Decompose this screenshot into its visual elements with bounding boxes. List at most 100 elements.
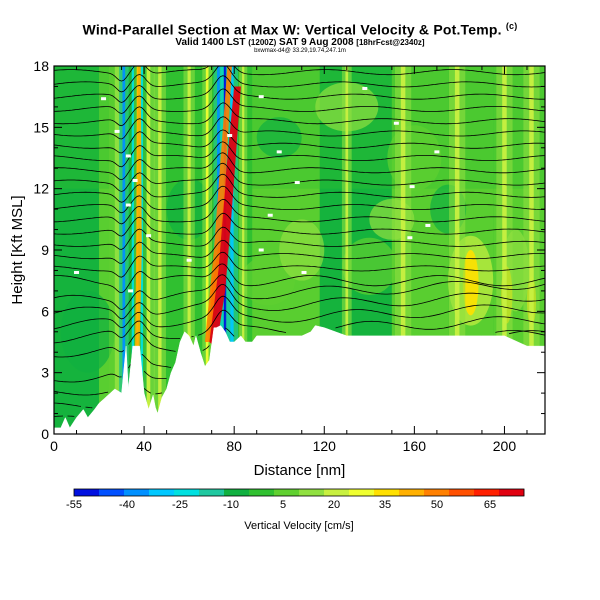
colorbar-tick-label: -40 — [119, 499, 135, 511]
colorbar-swatch — [399, 489, 425, 496]
theta-contour — [54, 327, 545, 358]
colorbar-swatch — [199, 489, 225, 496]
colorbar-frame — [73, 488, 525, 497]
contour-label-marker — [128, 289, 134, 293]
x-tick-label: 80 — [226, 438, 242, 454]
downdraft-streak — [128, 66, 137, 434]
updraft-streak — [183, 66, 195, 434]
contour-label-marker — [125, 154, 131, 158]
updraft-streak-core — [502, 66, 507, 434]
downdraft-streak-core — [230, 66, 234, 434]
theta-contour — [54, 152, 545, 181]
colorbar-swatch — [449, 489, 475, 496]
updraft-streak-core — [400, 66, 406, 434]
downdraft-streak-core — [122, 66, 126, 434]
y-tick-label: 15 — [33, 119, 49, 135]
contour-label-marker — [186, 258, 192, 262]
theta-contour — [54, 66, 545, 82]
y-tick-label: 0 — [41, 426, 49, 442]
colorbar-swatch — [374, 489, 400, 496]
terrain-mask — [53, 325, 546, 435]
contour-label-marker — [393, 121, 399, 125]
colorbar-swatch — [349, 489, 375, 496]
colorbar-swatch — [99, 489, 125, 496]
x-axis-title: Distance [nm] — [254, 462, 346, 479]
contour-label-marker — [114, 129, 120, 133]
theta-contour — [54, 102, 545, 127]
updraft-streak — [523, 66, 540, 434]
chart-subtitle: Valid 1400 LST (1200Z) SAT 9 Aug 2008 [1… — [175, 37, 425, 48]
theta-contour — [54, 330, 545, 383]
x-tick-label: 200 — [493, 438, 517, 454]
contour-label-marker — [294, 181, 300, 185]
colorbar-swatch — [474, 489, 500, 496]
x-tick-label: 160 — [403, 438, 427, 454]
contour-label-marker — [125, 203, 131, 207]
colorbar-swatch — [324, 489, 350, 496]
contour-label-marker — [258, 248, 264, 252]
colorbar-swatch — [74, 489, 100, 496]
updraft-streak-core — [158, 66, 162, 434]
theta-contour — [54, 198, 545, 225]
theta-contours — [54, 66, 545, 418]
colorbar-tick-label: 50 — [431, 499, 443, 511]
contour-label-marker — [74, 270, 80, 274]
updraft-streak-core — [187, 66, 191, 434]
theta-contour — [54, 415, 75, 418]
colorbar-swatch — [174, 489, 200, 496]
downdraft-streak — [118, 66, 129, 434]
updraft-streak-core — [205, 66, 209, 434]
contour-label-marker — [434, 150, 440, 154]
field-blob — [60, 290, 115, 373]
colorbar-tick-label: 5 — [280, 499, 286, 511]
field-blob — [240, 256, 295, 306]
y-tick-label: 6 — [41, 303, 49, 319]
updraft-streak — [239, 66, 248, 434]
updraft-streak-core — [345, 66, 349, 434]
colorbar-swatch — [499, 489, 525, 496]
theta-contour — [54, 141, 545, 168]
contour-label-marker — [407, 236, 413, 240]
theta-contour — [54, 75, 545, 103]
theta-contour — [54, 251, 545, 278]
contour-label-marker — [132, 178, 138, 182]
colorbar-swatch — [274, 489, 300, 496]
colorbar: -55 -40 -25 -10 5 20 35 50 65 Vertical Velocity [… — [66, 488, 525, 532]
theta-contour — [54, 263, 545, 294]
updraft-streak-core — [529, 66, 534, 434]
contour-label-marker — [101, 97, 107, 101]
updraft-streak-core — [146, 66, 151, 434]
contour-label-marker — [409, 185, 415, 189]
theta-contour — [54, 212, 545, 237]
y-axis-title: Height [Kft MSL] — [9, 195, 26, 304]
contour-label-marker — [276, 150, 282, 154]
colorbar-swatch — [299, 489, 325, 496]
contour-label-marker — [227, 134, 233, 138]
field-blob — [342, 237, 397, 295]
contour-label-marker — [146, 234, 152, 238]
colorbar-tick-label: -55 — [66, 499, 82, 511]
chart-subtitle-location: bxwmax-d4@ 33.29,19.74,247.1m — [254, 48, 346, 54]
theta-contour — [54, 388, 163, 409]
updraft-streak — [202, 66, 213, 434]
updraft-core-37 — [135, 66, 142, 347]
updraft-streak — [153, 66, 166, 434]
theta-contour — [54, 66, 545, 93]
theta-contour — [54, 173, 545, 203]
contour-label-marker — [301, 270, 307, 274]
theta-contour — [54, 116, 545, 140]
colorbar-tick-label: 65 — [484, 499, 496, 511]
colorbar-swatch — [224, 489, 250, 496]
x-tick-label: 40 — [136, 438, 152, 454]
theta-contour — [54, 295, 545, 330]
updraft-streak-core — [454, 66, 460, 434]
colorbar-tick-label: 20 — [328, 499, 340, 511]
x-tick-label: 120 — [313, 438, 337, 454]
updraft-streak-core — [242, 66, 245, 434]
colorbar-swatch — [124, 489, 150, 496]
y-tick-label: 12 — [33, 181, 49, 197]
theta-contour — [54, 88, 545, 114]
theta-contour — [54, 274, 545, 311]
contour-label-marker — [267, 213, 273, 217]
